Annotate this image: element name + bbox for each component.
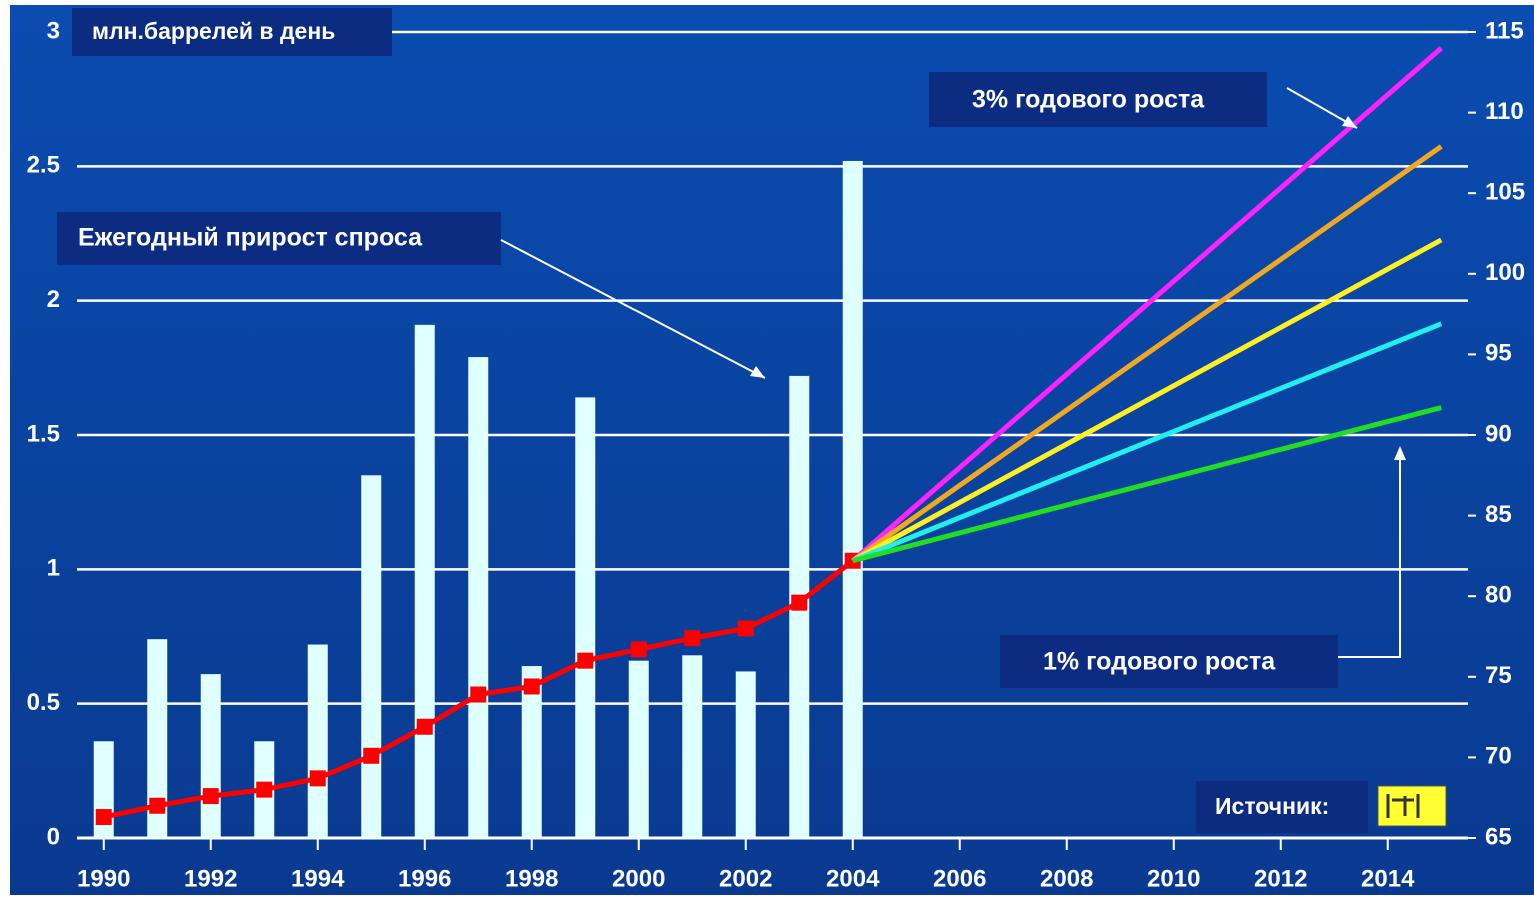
marker (684, 630, 701, 647)
y2-tick-label: 100 (1485, 259, 1525, 286)
line (851, 321, 1443, 564)
bar (200, 674, 221, 838)
y2-tick-label: 95 (1485, 340, 1512, 367)
marker (523, 678, 540, 695)
marker (309, 770, 326, 787)
bar (735, 671, 756, 838)
arrowhead (1342, 116, 1357, 128)
background (10, 5, 1534, 895)
y2-tick-label: 115 (1485, 17, 1524, 44)
x-tick-label: 1994 (291, 865, 345, 892)
bar (307, 644, 328, 838)
label-box (1196, 781, 1368, 833)
marker (95, 809, 112, 826)
label-box (57, 212, 501, 265)
y2-tick-label: 65 (1485, 823, 1512, 850)
bar (521, 666, 542, 838)
arrowhead (750, 366, 765, 378)
arrowhead (1394, 446, 1406, 460)
label-box (1000, 635, 1338, 688)
y-tick-label: 2.5 (27, 152, 60, 179)
marker (149, 797, 166, 814)
y-tick-label: 0 (47, 823, 60, 850)
y2-tick-label: 75 (1485, 662, 1512, 689)
x-tick-label: 2002 (719, 865, 772, 892)
y2-tick-label: 70 (1485, 743, 1512, 770)
x-tick-label: 2014 (1361, 865, 1415, 892)
marker (791, 594, 808, 611)
bar (575, 397, 596, 838)
bar (628, 660, 649, 838)
arrow (500, 239, 766, 379)
source-label: Источник: (1215, 793, 1329, 819)
arrow (1338, 450, 1401, 658)
bar (468, 357, 489, 838)
x-tick-label: 2012 (1254, 865, 1307, 892)
y-tick-label: 2 (47, 286, 60, 313)
y2-tick-label: 110 (1485, 98, 1524, 125)
line (851, 46, 1443, 563)
x-tick-label: 2008 (1040, 865, 1093, 892)
y-tick-label: 1.5 (27, 420, 60, 447)
x-tick-label: 2004 (826, 865, 880, 892)
y2-tick-label: 105 (1485, 179, 1525, 206)
line (851, 144, 1443, 563)
y-tick-label: 0.5 (27, 689, 60, 716)
y-tick-label: 1 (47, 555, 60, 582)
y2-tick-label: 80 (1485, 582, 1512, 609)
marker (470, 686, 487, 703)
x-tick-label: 2006 (933, 865, 986, 892)
x-tick-label: 1992 (184, 865, 237, 892)
bar (682, 655, 703, 838)
bar (842, 160, 863, 838)
label-box (72, 8, 392, 56)
x-tick-label: 1990 (77, 865, 130, 892)
y2-tick-label: 85 (1485, 501, 1512, 528)
marker (737, 620, 754, 637)
marker (416, 718, 433, 735)
bar (147, 639, 168, 838)
marker (630, 641, 647, 658)
marker (202, 788, 219, 805)
bar (361, 475, 382, 838)
bar (414, 324, 435, 838)
line (851, 237, 1443, 563)
marks (93, 46, 1443, 838)
annotation: 3% годового роста (972, 86, 1205, 114)
label-box (929, 72, 1267, 127)
x-tick-label: 2010 (1147, 865, 1200, 892)
marker (577, 652, 594, 669)
x-tick-label: 1998 (505, 865, 558, 892)
x-tick-label: 2000 (612, 865, 665, 892)
logo-glyph (1386, 794, 1420, 818)
annotation: Ежегодный прирост спроса (78, 224, 423, 252)
marker (256, 781, 273, 798)
y-tick-label: 3 (47, 17, 60, 44)
annotation: 1% годового роста (1043, 648, 1276, 676)
x-tick-label: 1996 (398, 865, 451, 892)
line (852, 405, 1442, 564)
marker (363, 747, 380, 764)
unit-label: млн.баррелей в день (92, 18, 335, 44)
y2-tick-label: 90 (1485, 420, 1512, 447)
